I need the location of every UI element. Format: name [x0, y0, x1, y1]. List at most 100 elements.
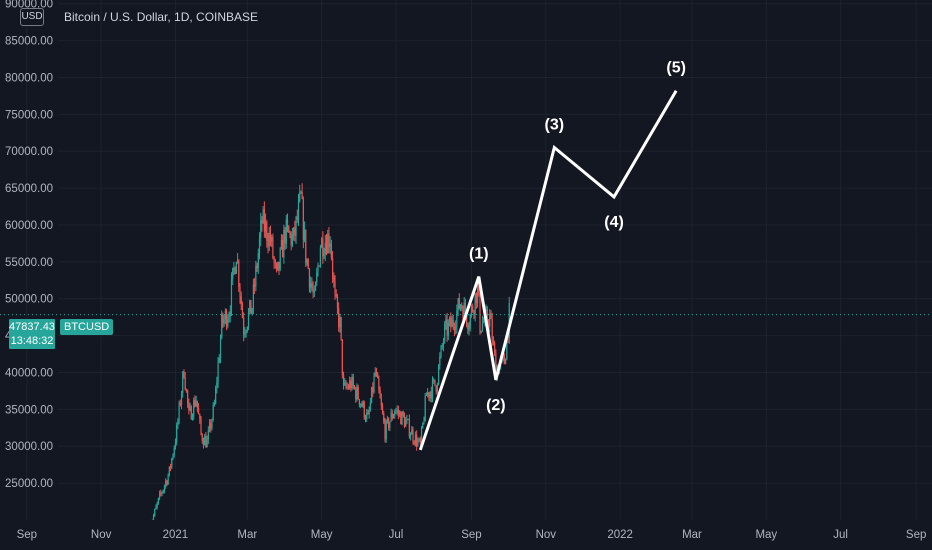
- time-axis-bg: [0, 520, 932, 550]
- candle-body: [389, 421, 391, 429]
- candle-body: [379, 390, 381, 399]
- candle-body: [275, 263, 278, 271]
- candle-body: [205, 436, 207, 448]
- candle-body: [290, 233, 292, 246]
- candle-body: [491, 319, 493, 342]
- candle-body: [346, 386, 348, 388]
- candle-body: [272, 236, 274, 258]
- time-tick-label: Sep: [17, 529, 37, 541]
- candle-body: [319, 247, 322, 267]
- candle-body: [178, 402, 180, 421]
- candle-body: [390, 412, 392, 422]
- candle-body: [447, 323, 449, 336]
- candle-body: [196, 400, 198, 408]
- candle-body: [412, 429, 414, 442]
- time-axis[interactable]: Sep Nov 2021 Mar May Jul Sep Nov 2022 Mar May Jul Se…: [0, 520, 932, 550]
- candle-body: [160, 492, 162, 494]
- candle-body: [467, 324, 469, 330]
- candle-body: [334, 281, 336, 295]
- candle-body: [189, 406, 191, 410]
- candle-body: [450, 317, 452, 328]
- candle-body: [285, 219, 287, 244]
- candle-body: [282, 239, 284, 258]
- candle-body: [193, 400, 195, 417]
- candle-body: [328, 233, 330, 247]
- candle-body: [210, 422, 212, 429]
- candle-body: [199, 414, 201, 420]
- symbol-title: Bitcoin / U.S. Dollar, 1D, COINBASE: [64, 10, 259, 24]
- candle-body: [395, 410, 397, 412]
- price-tick-label: 90000.00: [5, 0, 53, 11]
- time-tick-label: Jul: [389, 529, 404, 541]
- candle-body: [207, 430, 209, 440]
- candle-body: [240, 296, 242, 305]
- candle-body: [197, 407, 200, 415]
- candle-body: [260, 220, 262, 238]
- candle-body: [417, 440, 419, 447]
- candle-body: [302, 198, 304, 240]
- candle-body: [461, 304, 463, 309]
- candle-body: [294, 227, 296, 236]
- candle-body: [453, 326, 456, 330]
- candle-body: [305, 229, 307, 264]
- candle-body: [473, 311, 475, 315]
- candle-body: [468, 328, 470, 330]
- candle-body: [154, 509, 156, 516]
- candle-body: [222, 313, 224, 324]
- candle-body: [329, 243, 331, 247]
- candle-body: [155, 506, 157, 510]
- time-tick-label: Mar: [237, 529, 257, 541]
- candle-body: [291, 234, 293, 246]
- candle-body: [156, 503, 158, 507]
- price-axis[interactable]: 25000.0030000.0035000.0040000.0045000.00…: [5, 0, 53, 490]
- candle-body: [297, 201, 300, 220]
- candle-body: [162, 489, 164, 493]
- candle-body: [238, 260, 240, 287]
- wave-label: (5): [666, 60, 686, 77]
- candle-body: [255, 266, 257, 287]
- candle-body: [244, 333, 246, 335]
- candle-body: [316, 272, 318, 283]
- candle-body: [352, 377, 354, 386]
- candle-body: [166, 480, 168, 485]
- candle-body: [161, 492, 163, 494]
- candle-body: [414, 434, 417, 444]
- candle-body: [378, 378, 380, 391]
- candle-body: [184, 377, 186, 390]
- candle-body: [402, 411, 404, 417]
- elliott-wave-projection: (1) (2) (3) (4) (5): [418, 60, 686, 451]
- candle-body: [494, 342, 496, 353]
- candle-body: [349, 380, 351, 389]
- candle-body: [433, 379, 435, 381]
- candle-body: [239, 286, 241, 297]
- candle-body: [262, 209, 264, 224]
- wave-label: (2): [486, 397, 506, 414]
- time-tick-label: 2022: [607, 529, 633, 541]
- price-tick-label: 35000.00: [5, 404, 53, 416]
- chart-grid: [26, 0, 932, 520]
- time-tick-label: Jul: [833, 529, 848, 541]
- currency-button[interactable]: USD: [20, 8, 44, 26]
- candle-body: [455, 327, 457, 330]
- candle-body: [271, 236, 273, 242]
- time-tick-label: 2021: [163, 529, 189, 541]
- price-tick-label: 40000.00: [5, 367, 53, 379]
- candle-body: [338, 308, 340, 328]
- wave-label: (4): [604, 214, 624, 231]
- candle-body: [466, 314, 468, 325]
- candle-body: [355, 388, 357, 400]
- current-price-tag: 47837.43 13:48:32: [9, 319, 55, 349]
- candle-body: [357, 386, 359, 400]
- price-tick-label: 85000.00: [5, 36, 53, 48]
- candle-body: [437, 365, 440, 384]
- candle-body: [254, 284, 256, 287]
- candle-body: [428, 392, 430, 398]
- candle-body: [201, 434, 203, 442]
- candle-body: [303, 229, 306, 240]
- candle-body: [333, 276, 335, 282]
- candle-body: [250, 300, 252, 314]
- candle-body: [347, 386, 350, 389]
- time-tick-label: May: [311, 529, 333, 541]
- candle-body: [313, 290, 315, 293]
